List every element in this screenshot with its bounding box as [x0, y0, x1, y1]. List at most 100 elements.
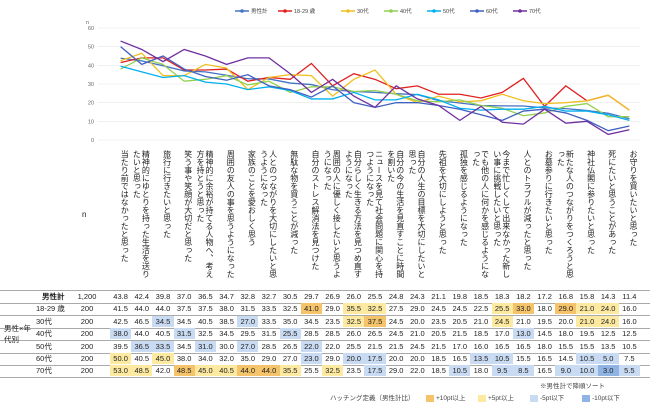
table-cell: 25.5 — [279, 328, 301, 340]
category-label: お守りを買いたいと思った — [628, 150, 638, 246]
category-label: 旅行に行きたいと思った — [162, 150, 172, 238]
legend-label: 18-29 歳 — [294, 7, 316, 15]
table-cell: 40.5 — [155, 329, 171, 339]
category-label: 自分のストレス解消法を見つけた — [310, 150, 320, 270]
table-cell: 18.0 — [537, 341, 552, 351]
table-cell: 32.5 — [322, 365, 344, 377]
table-cell: 26.0 — [346, 292, 362, 301]
y-tick-label: 0 — [91, 138, 94, 144]
table-cell: 37.0 — [176, 292, 192, 301]
table-cell: 21.1 — [431, 292, 446, 301]
table-cell: 35.5 — [279, 365, 301, 377]
table-cell: 40.5 — [216, 365, 238, 377]
table-cell: 26.5 — [282, 341, 298, 351]
y-tick-label: 40 — [88, 63, 94, 69]
category-label: でも他の人に何かを感じるようになった — [472, 150, 490, 278]
table-cell: 14.3 — [600, 292, 616, 301]
series-line — [120, 57, 630, 118]
table-cell: 21.5 — [452, 329, 468, 339]
table-cell: 28.5 — [325, 329, 340, 339]
table-cell: 24.3 — [410, 292, 425, 301]
category-label: 人とのつながりを大切にしたいと思うようになった — [260, 150, 278, 278]
table-cell: 21.5 — [388, 341, 404, 351]
table-cell: 31.0 — [194, 340, 216, 352]
table-cell: 37.5 — [364, 315, 386, 327]
table-cell: 18.5 — [473, 329, 489, 339]
table-cell: 17.0 — [494, 329, 510, 339]
table-rule — [0, 290, 650, 291]
table-cell: 17.0 — [452, 341, 468, 351]
table-cell: 45.0 — [152, 353, 174, 364]
table-cell: 10.5 — [576, 353, 598, 364]
table-cell: 33.5 — [261, 304, 277, 314]
table-cell: 42.0 — [155, 366, 171, 376]
category-label: 新たな人のつながりをつくろうと思った — [557, 150, 575, 278]
table-cell: 16.5 — [452, 354, 468, 363]
table-cell: 10.5 — [491, 353, 513, 364]
legend-marker — [346, 9, 350, 13]
row-label: 男性計 — [42, 292, 65, 301]
group-label: 男性×年代別 — [4, 324, 31, 345]
sort-note: ※男性計で降順ソート — [540, 383, 605, 390]
chart-gridlines — [98, 27, 640, 141]
table-cell: 26.9 — [325, 292, 340, 301]
table-cell: 18.5 — [473, 292, 489, 301]
table-cell: 32.5 — [198, 329, 213, 339]
table-cell: 44.0 — [237, 365, 259, 377]
table-cell: 20.5 — [431, 329, 446, 339]
hatching-legend: ハッチング定義（男性計比） +10pt以上 +5pt以上 -5pt以下 -10pt以下 — [330, 392, 650, 402]
table-cell: 20.5 — [452, 316, 468, 326]
table-cell: 16.0 — [622, 304, 637, 314]
table-cell: 29.0 — [325, 354, 340, 363]
table-cell: 20.0 — [388, 354, 404, 363]
table-cell: 5.0 — [597, 353, 619, 364]
row-label: 40代 — [36, 329, 52, 339]
category-label: 自分らしく生きる方法を見つめ直すようになった — [345, 150, 363, 278]
series-line — [120, 65, 630, 122]
y-tick-label: 50 — [88, 45, 94, 51]
table-cell: 24.5 — [431, 304, 446, 314]
legend-label: 60代 — [486, 7, 498, 15]
table-cell: 40.5 — [198, 316, 213, 326]
table-cell: 39.8 — [155, 292, 171, 301]
table-cell: 32.8 — [240, 292, 256, 301]
table-cell: 17.5 — [364, 365, 386, 377]
table-cell: 21.0 — [576, 315, 598, 327]
table-cell: 25.5 — [346, 341, 362, 351]
table-cell: 18.0 — [537, 304, 552, 314]
category-label: 自分の今の生活を見直すことに時間を割いた — [387, 150, 405, 278]
table-cell: 22.0 — [410, 366, 425, 376]
table-cell: 36.5 — [131, 340, 153, 352]
table-cell: 32.5 — [364, 303, 386, 315]
table-cell: 30.5 — [282, 292, 298, 301]
category-label: 周囲の友人の事を思うようになった — [226, 150, 236, 278]
table-cell: 31.5 — [240, 304, 256, 314]
row-label: 18-29 歳 — [36, 304, 65, 314]
category-label: 精神的に余裕が持てる人物へ、考え方を持とうと思った — [196, 150, 214, 278]
table-cell: 20.0 — [558, 316, 574, 326]
table-cell: 21.0 — [473, 316, 489, 326]
table-cell: 16.5 — [516, 341, 531, 351]
hatching-legend-item: -10pt以下 — [582, 392, 620, 402]
line-chart: 0 10 20 30 40 50 60n 男性計 18-29 歳 30代 40代 50代 60代 70代 — [86, 7, 640, 144]
table-cell: 18.3 — [494, 292, 510, 301]
table-cell: 22.0 — [300, 340, 322, 352]
row-n: 200 — [80, 329, 94, 339]
category-label: 今まで忙しくして出来なかった新しい事に挑戦したいと思った — [493, 150, 511, 278]
table-cell: 14.5 — [558, 354, 574, 363]
table-cell: 17.5 — [364, 353, 386, 364]
legend-marker — [240, 9, 244, 13]
hatching-legend-label: +5pt以上 — [488, 395, 514, 402]
y-tick-label: 30 — [88, 82, 94, 88]
hatching-swatch — [426, 394, 434, 402]
table-cell: 9.0 — [555, 365, 577, 377]
table-cell: 12.5 — [600, 329, 616, 339]
table-cell: 36.5 — [198, 292, 213, 301]
table-rule — [0, 315, 650, 317]
table-cell: 23.5 — [325, 316, 340, 326]
table-cell: 46.5 — [134, 316, 150, 326]
table-cell: 34.5 — [219, 329, 234, 339]
legend-label: 70代 — [529, 7, 541, 15]
table-cell: 15.5 — [516, 354, 531, 363]
table-cell: 34.0 — [198, 354, 213, 363]
